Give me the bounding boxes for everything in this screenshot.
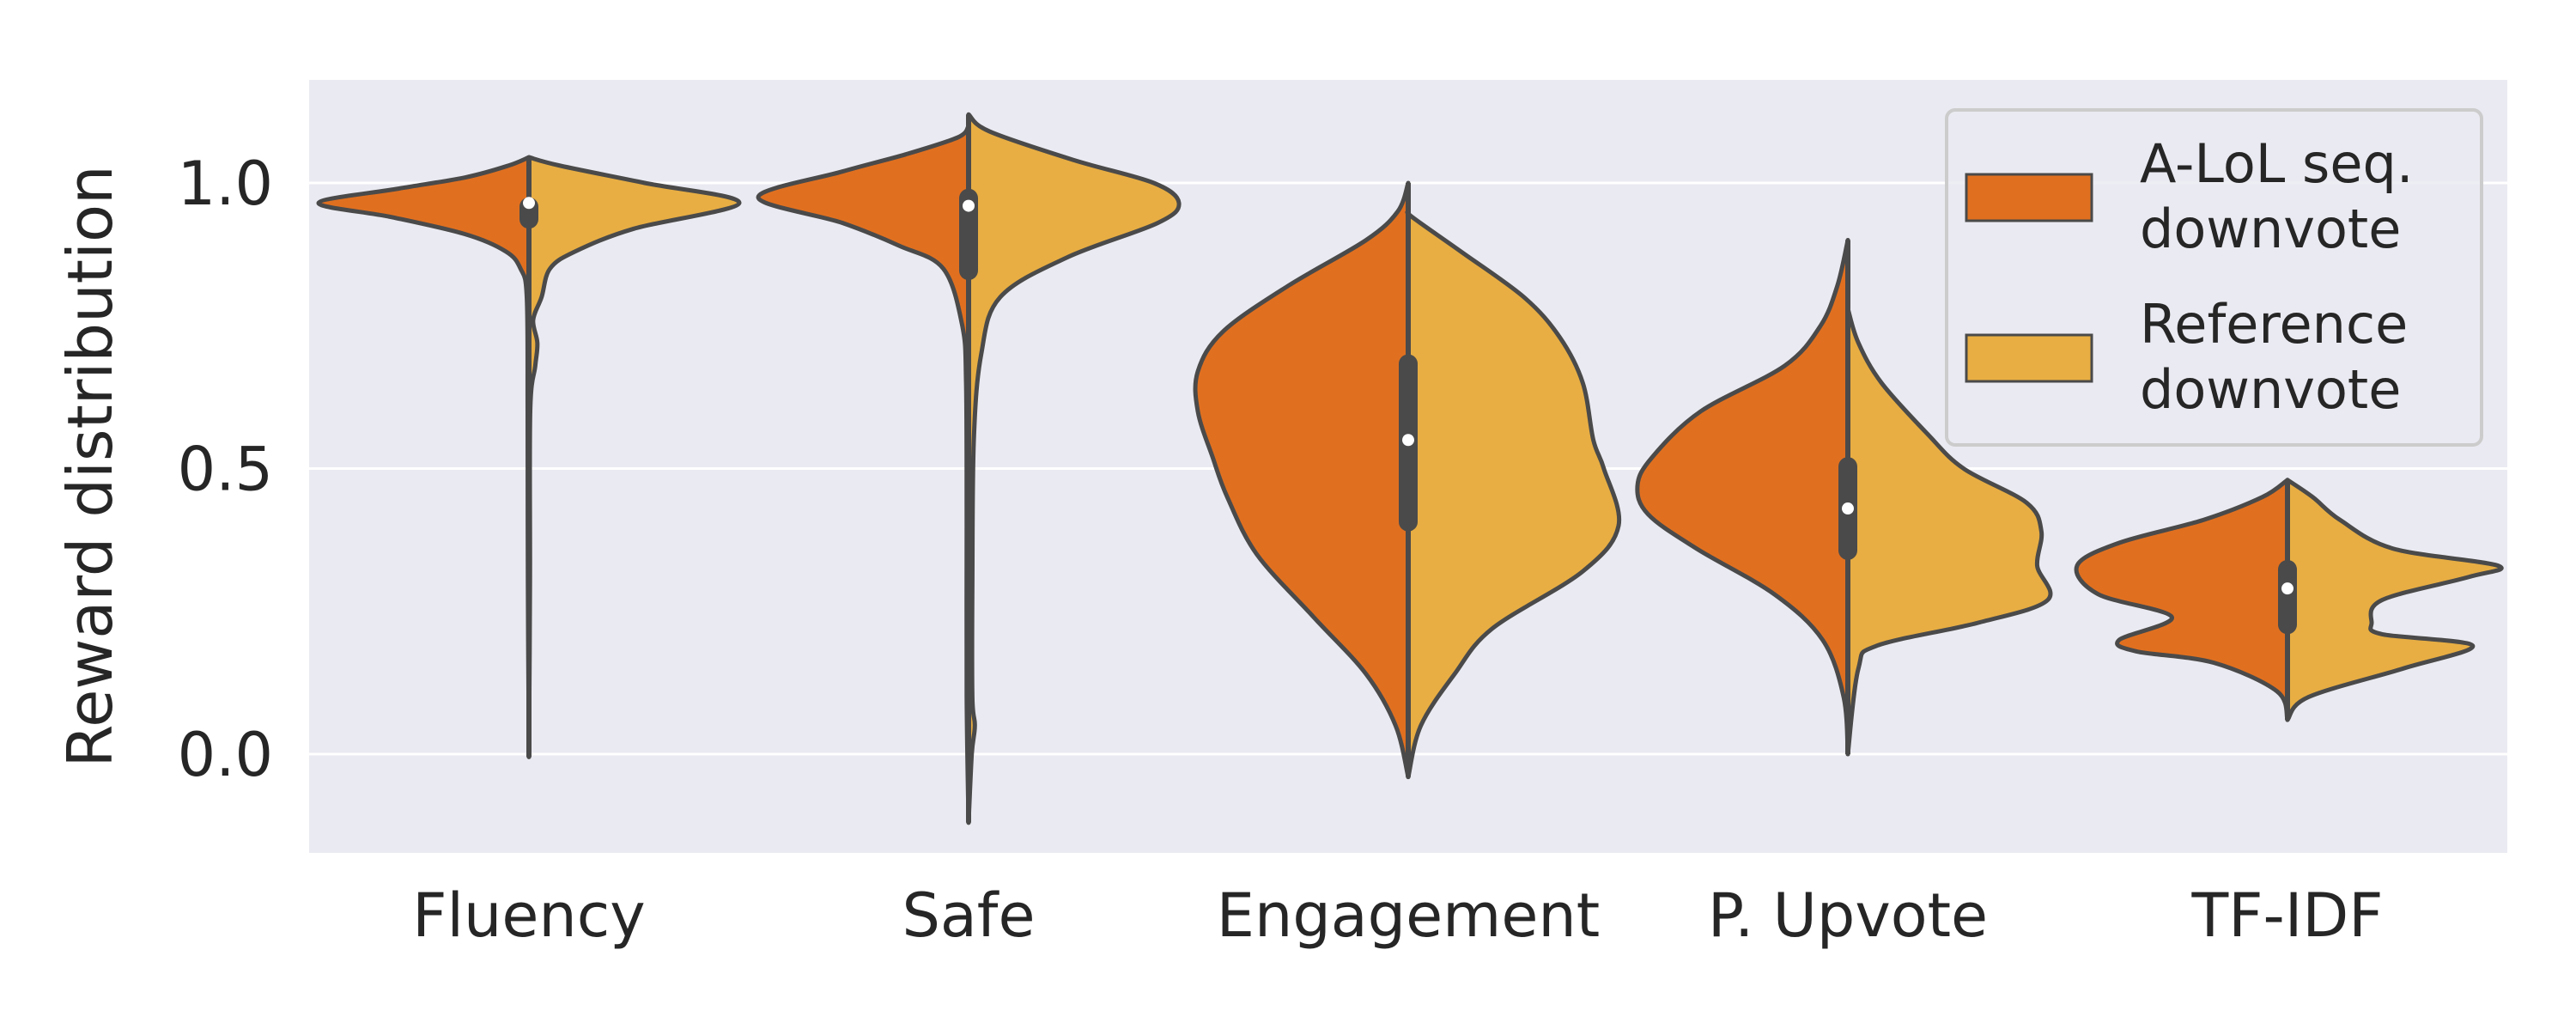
legend-label-line: A-LoL seq. [2140,132,2414,195]
violin-left-tf-idf [2074,478,2290,722]
x-tick-label-fluency: Fluency [412,880,645,951]
y-tick-label: 0.5 [178,435,273,505]
violin-right-safe [966,112,1182,825]
x-tick-label-tf-idf: TF-IDF [2190,880,2383,951]
x-tick-label-p-upvote: P. Upvote [1708,880,1988,951]
y-axis-label: Reward distribution [54,165,126,767]
legend-label-right: Reference downvote [2140,293,2408,421]
legend-swatch-right [1965,333,2093,383]
iqr-box-safe [959,188,978,281]
legend-label-left: A-LoL seq. downvote [2140,132,2414,260]
legend-label-line: downvote [2140,198,2401,260]
violin-left-p-upvote [1635,238,1850,757]
violin-left-engagement [1193,180,1411,780]
legend-label-line: Reference [2140,293,2408,356]
violin-right-tf-idf [2285,478,2504,722]
box-layer [519,114,2297,823]
iqr-box-tf-idf [2278,559,2297,635]
y-tick-label: 0.0 [178,720,273,790]
y-tick-label: 1.0 [178,149,273,219]
median-dot-tf-idf [2281,582,2293,595]
legend-label-line: downvote [2140,358,2401,421]
x-tick-label-safe: Safe [902,880,1035,951]
median-dot-p-upvote [1842,502,1854,515]
x-tick-label-engagement: Engagement [1217,880,1601,951]
median-dot-engagement [1402,434,1414,447]
y-tick-labels: 0.0 0.5 1.0 [178,149,273,790]
x-tick-labels: Fluency Safe Engagement P. Upvote TF-IDF [412,880,2383,951]
violin-right-engagement [1405,209,1622,780]
legend-swatch-left [1965,173,2093,222]
violin-right-p-upvote [1845,306,2053,757]
median-dot-fluency [523,197,535,210]
violin-layer [316,112,2504,825]
median-dot-safe [963,199,975,212]
